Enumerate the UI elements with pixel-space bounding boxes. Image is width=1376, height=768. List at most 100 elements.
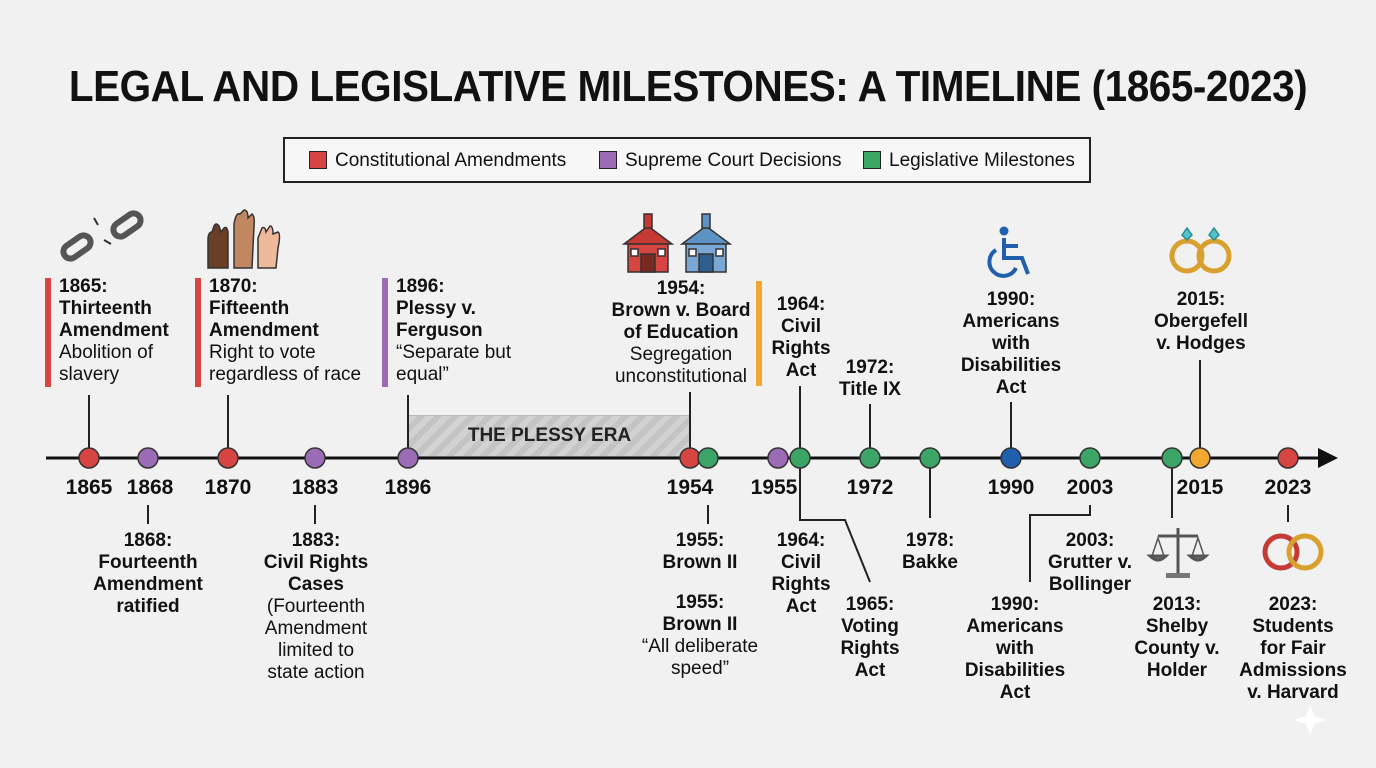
event-date: 1990: bbox=[986, 289, 1036, 310]
legend: Constitutional Amendments Supreme Court … bbox=[283, 137, 1091, 183]
event-1955-a: 1955: Brown II bbox=[650, 530, 750, 574]
event-title: Voting Rights Act bbox=[840, 616, 900, 681]
broken-chain-icon bbox=[60, 210, 144, 262]
marker-bar-1865 bbox=[45, 278, 51, 387]
event-title: Plessy v. Ferguson bbox=[396, 298, 483, 341]
event-date: 1964: bbox=[776, 530, 826, 551]
plessy-era-band: THE PLESSY ERA bbox=[408, 415, 691, 457]
event-date: 1972: bbox=[845, 357, 895, 378]
year-tick: 1954 bbox=[666, 476, 714, 499]
event-date: 2023: bbox=[1268, 594, 1318, 615]
event-desc: (Fourteenth Amendment limited to state a… bbox=[264, 596, 368, 683]
wheelchair-icon bbox=[987, 226, 1030, 278]
event-1990-bottom: 1990: Americans with Disabilities Act bbox=[960, 594, 1070, 704]
legend-item-court: Supreme Court Decisions bbox=[599, 150, 841, 172]
legend-item-legislative: Legislative Milestones bbox=[863, 150, 1075, 172]
event-1965: 1965: Voting Rights Act bbox=[835, 594, 905, 682]
dot-1870 bbox=[217, 447, 239, 469]
event-date: 1896: bbox=[396, 276, 445, 297]
marker-bar-1964 bbox=[756, 281, 762, 386]
schoolhouse-icon bbox=[621, 213, 733, 273]
event-1868: 1868: Fourteenth Amendment ratified bbox=[88, 530, 208, 618]
event-title: Brown II bbox=[662, 552, 738, 573]
event-title: Fifteenth Amendment bbox=[209, 298, 319, 341]
dot-2013 bbox=[1161, 447, 1183, 469]
event-title: Bakke bbox=[902, 552, 958, 573]
event-title: Brown II bbox=[662, 614, 738, 635]
event-date: 1955: bbox=[675, 530, 725, 551]
event-date: 1990: bbox=[990, 594, 1040, 615]
event-date: 1883: bbox=[291, 530, 341, 551]
event-1955-b: 1955: Brown II “All deliberate speed” bbox=[635, 592, 765, 680]
axis-arrow bbox=[1318, 448, 1338, 468]
event-date: 2003: bbox=[1065, 530, 1115, 551]
legend-swatch-green bbox=[863, 151, 881, 169]
event-1865: 1865: Thirteenth Amendment Abolition of … bbox=[59, 276, 179, 386]
event-date: 2013: bbox=[1152, 594, 1202, 615]
event-desc: “Separate but equal” bbox=[396, 342, 512, 385]
event-date: 1978: bbox=[905, 530, 955, 551]
event-2023: 2023: Students for Fair Admissions v. Ha… bbox=[1238, 594, 1348, 704]
dot-1896 bbox=[397, 447, 419, 469]
dot-1955 bbox=[697, 447, 719, 469]
dot-2023 bbox=[1277, 447, 1299, 469]
event-1896: 1896: Plessy v. Ferguson “Separate but e… bbox=[396, 276, 521, 386]
event-title: Shelby County v. Holder bbox=[1134, 616, 1220, 681]
event-2015: 2015: Obergefell v. Hodges bbox=[1146, 289, 1256, 355]
legend-swatch-purple bbox=[599, 151, 617, 169]
connector-1990b bbox=[1029, 505, 1091, 582]
legend-item-amendments: Constitutional Amendments bbox=[309, 150, 566, 172]
event-1972: 1972: Title IX bbox=[830, 357, 910, 401]
event-title: Civil Rights Act bbox=[771, 552, 831, 617]
dot-1868 bbox=[137, 447, 159, 469]
event-date: 1870: bbox=[209, 276, 258, 297]
event-desc: Abolition of slavery bbox=[59, 342, 154, 385]
legend-label: Constitutional Amendments bbox=[335, 150, 567, 171]
event-title: Civil Rights Act bbox=[771, 316, 831, 381]
event-1870: 1870: Fifteenth Amendment Right to vote … bbox=[209, 276, 369, 386]
year-tick: 2015 bbox=[1176, 476, 1224, 499]
year-tick: 1972 bbox=[846, 476, 894, 499]
year-tick: 1868 bbox=[126, 476, 174, 499]
event-title: Students for Fair Admissions v. Harvard bbox=[1239, 616, 1347, 703]
event-title: Americans with Disabilities Act bbox=[964, 616, 1066, 703]
event-1978: 1978: Bakke bbox=[890, 530, 970, 574]
year-tick: 1870 bbox=[204, 476, 252, 499]
event-date: 1868: bbox=[123, 530, 173, 551]
dot-2003 bbox=[1079, 447, 1101, 469]
year-tick: 1990 bbox=[987, 476, 1035, 499]
event-1990-top: 1990: Americans with Disabilities Act bbox=[956, 289, 1066, 399]
event-title: Fourteenth Amendment ratified bbox=[93, 552, 203, 617]
event-title: Grutter v. Bollinger bbox=[1047, 552, 1133, 595]
dot-1883 bbox=[304, 447, 326, 469]
event-date: 1954: bbox=[656, 278, 706, 299]
sparkle-icon bbox=[1294, 704, 1326, 736]
marker-bar-1870 bbox=[195, 278, 201, 387]
marker-bar-1896 bbox=[382, 278, 388, 387]
dot-1978 bbox=[919, 447, 941, 469]
year-tick: 1955 bbox=[750, 476, 798, 499]
event-title: Thirteenth Amendment bbox=[59, 298, 169, 341]
dot-1990 bbox=[1000, 447, 1022, 469]
event-1954: 1954: Brown v. Board of Education Segreg… bbox=[601, 278, 761, 388]
event-1883: 1883: Civil Rights Cases (Fourteenth Ame… bbox=[256, 530, 376, 684]
event-desc: Segregation unconstitutional bbox=[614, 344, 748, 387]
dot-1954 bbox=[679, 447, 701, 469]
event-2003: 2003: Grutter v. Bollinger bbox=[1040, 530, 1140, 596]
event-date: 1955: bbox=[675, 592, 725, 613]
year-tick: 2003 bbox=[1066, 476, 1114, 499]
event-title: Americans with Disabilities Act bbox=[960, 311, 1062, 398]
dot-1865 bbox=[78, 447, 100, 469]
legend-swatch-red bbox=[309, 151, 327, 169]
scales-of-justice-icon bbox=[1146, 528, 1210, 578]
event-date: 1865: bbox=[59, 276, 108, 297]
event-title: Title IX bbox=[839, 379, 901, 400]
event-2013: 2013: Shelby County v. Holder bbox=[1132, 594, 1222, 682]
interlocked-rings-icon bbox=[1262, 533, 1324, 571]
dot-2015 bbox=[1189, 447, 1211, 469]
page-title: LEGAL AND LEGISLATIVE MILESTONES: A TIME… bbox=[68, 62, 1308, 111]
raised-hands-icon bbox=[207, 209, 281, 269]
dot-1972 bbox=[859, 447, 881, 469]
event-date: 1964: bbox=[776, 294, 826, 315]
